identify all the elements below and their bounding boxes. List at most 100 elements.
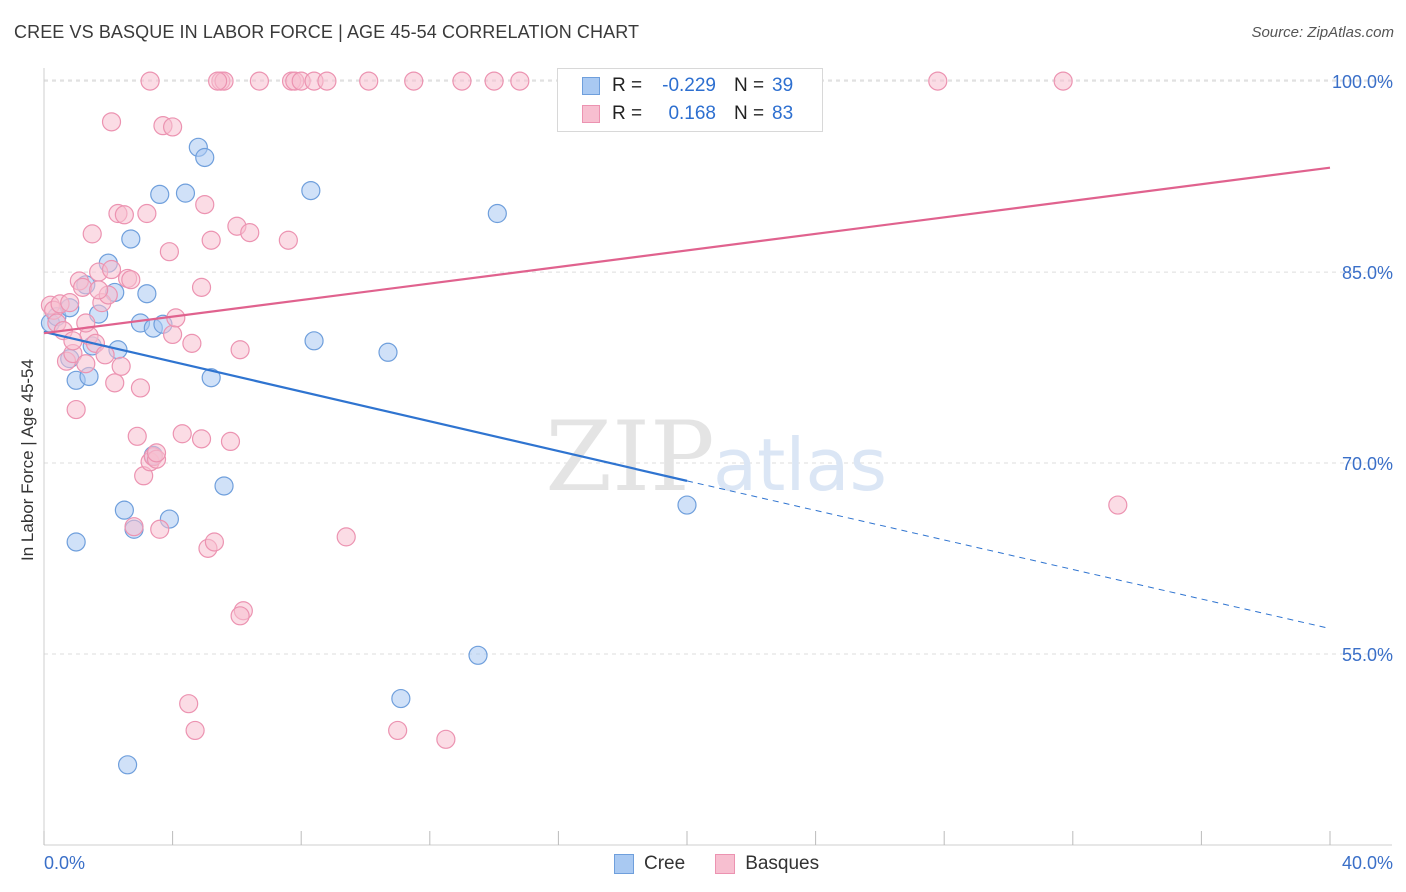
point-cree-13 xyxy=(114,500,134,520)
point-basques-68 xyxy=(928,71,948,91)
point-cree-30 xyxy=(378,342,398,362)
point-basques-46 xyxy=(201,230,221,250)
point-basques-25 xyxy=(121,270,141,290)
point-cree-29 xyxy=(304,331,324,351)
point-basques-39 xyxy=(172,424,192,444)
x-tick-label-0: 0.0% xyxy=(44,853,85,873)
trend-line-cree xyxy=(43,330,688,482)
point-cree-32 xyxy=(468,645,488,665)
legend-n-label: N = xyxy=(734,75,765,96)
y-tick-label-2: 70.0% xyxy=(1342,454,1393,474)
point-basques-26 xyxy=(124,517,144,537)
point-basques-82 xyxy=(146,443,167,463)
point-basques-69 xyxy=(1053,71,1073,91)
legend-n-value-basques: 83 xyxy=(772,103,794,124)
point-basques-43 xyxy=(191,429,212,449)
x-tick-label-1: 40.0% xyxy=(1342,853,1393,873)
point-cree-20 xyxy=(150,184,170,205)
point-basques-23 xyxy=(114,205,134,225)
legend-n-value-cree: 39 xyxy=(772,75,794,96)
point-cree-25 xyxy=(195,147,215,168)
legend-r-value-basques: 0.168 xyxy=(668,103,716,124)
point-basques-65 xyxy=(452,71,472,91)
point-basques-36 xyxy=(159,242,179,262)
y-tick-label-3: 55.0% xyxy=(1342,645,1393,665)
point-cree-33 xyxy=(487,203,507,224)
point-basques-13 xyxy=(82,224,102,244)
point-basques-75 xyxy=(249,71,270,91)
point-basques-34 xyxy=(150,519,170,539)
series-label-cree: Cree xyxy=(644,853,686,874)
point-cree-23 xyxy=(175,183,196,203)
point-basques-11 xyxy=(76,354,96,374)
point-basques-66 xyxy=(484,71,504,91)
series-swatch-basques xyxy=(715,854,736,874)
gridlines xyxy=(44,79,1392,655)
point-basques-41 xyxy=(182,333,202,353)
chart-title: CREE VS BASQUE IN LABOR FORCE | AGE 45-5… xyxy=(14,22,640,42)
y-tick-label-0: 100.0% xyxy=(1332,72,1393,92)
point-basques-62 xyxy=(388,720,408,741)
point-basques-54 xyxy=(240,223,260,243)
point-basques-27 xyxy=(127,426,147,446)
point-cree-17 xyxy=(137,284,157,304)
point-basques-78 xyxy=(230,606,250,626)
series-legend-basques[interactable]: Basques xyxy=(715,853,819,875)
point-basques-61 xyxy=(359,71,379,91)
trend-line-basques xyxy=(43,166,1331,335)
point-basques-52 xyxy=(230,340,250,360)
point-basques-6 xyxy=(60,293,80,313)
source-credit: Source: ZipAtlas.com xyxy=(1251,24,1394,41)
y-tick-label-1: 85.0% xyxy=(1342,263,1393,283)
point-basques-19 xyxy=(101,259,122,280)
point-basques-60 xyxy=(336,527,356,547)
point-cree-27 xyxy=(214,476,234,496)
point-cree-34 xyxy=(677,495,697,515)
point-basques-22 xyxy=(111,356,131,376)
point-basques-59 xyxy=(317,71,337,91)
point-basques-81 xyxy=(89,280,109,300)
legend-r-label: R = xyxy=(612,103,643,124)
series-label-basques: Basques xyxy=(745,853,820,874)
watermark-zip: ZIP xyxy=(545,401,714,513)
point-basques-73 xyxy=(163,117,183,137)
legend-r-label: R = xyxy=(612,75,643,96)
series-swatch-cree xyxy=(614,854,634,874)
legend-row-basques: R = 0.168 N = 83 xyxy=(582,101,793,127)
correlation-legend: R = -0.229 N = 39 R = 0.168 N = 83 xyxy=(557,68,823,132)
point-basques-63 xyxy=(404,71,424,91)
legend-swatch-basques xyxy=(582,105,600,123)
point-cree-14 xyxy=(121,229,141,249)
point-basques-72 xyxy=(140,71,160,91)
point-basques-76 xyxy=(278,230,298,250)
point-basques-50 xyxy=(220,431,241,452)
data-points xyxy=(40,71,1128,775)
legend-r-value-cree: -0.229 xyxy=(662,75,716,96)
series-legend: Cree Basques xyxy=(614,853,849,875)
legend-n-label: N = xyxy=(734,103,765,124)
point-basques-28 xyxy=(130,378,151,398)
point-basques-47 xyxy=(204,532,224,552)
point-basques-40 xyxy=(179,694,199,714)
axes xyxy=(43,68,1392,846)
point-basques-71 xyxy=(101,112,122,132)
point-basques-64 xyxy=(436,729,456,749)
point-basques-10 xyxy=(72,277,93,297)
point-basques-30 xyxy=(137,203,157,224)
legend-row-cree: R = -0.229 N = 39 xyxy=(582,73,793,99)
watermark-atlas: atlas xyxy=(713,423,887,507)
point-cree-5 xyxy=(66,532,86,552)
point-basques-67 xyxy=(510,71,530,91)
point-basques-44 xyxy=(195,194,215,215)
series-legend-cree[interactable]: Cree xyxy=(614,853,685,875)
point-basques-20 xyxy=(105,373,125,393)
point-basques-74 xyxy=(208,71,228,91)
point-basques-37 xyxy=(163,324,183,345)
legend-swatch-cree xyxy=(582,77,600,95)
point-basques-77 xyxy=(191,277,212,297)
trend-lines xyxy=(43,166,1331,630)
point-basques-8 xyxy=(66,399,86,420)
point-cree-35 xyxy=(117,755,138,775)
point-cree-26 xyxy=(201,368,221,388)
